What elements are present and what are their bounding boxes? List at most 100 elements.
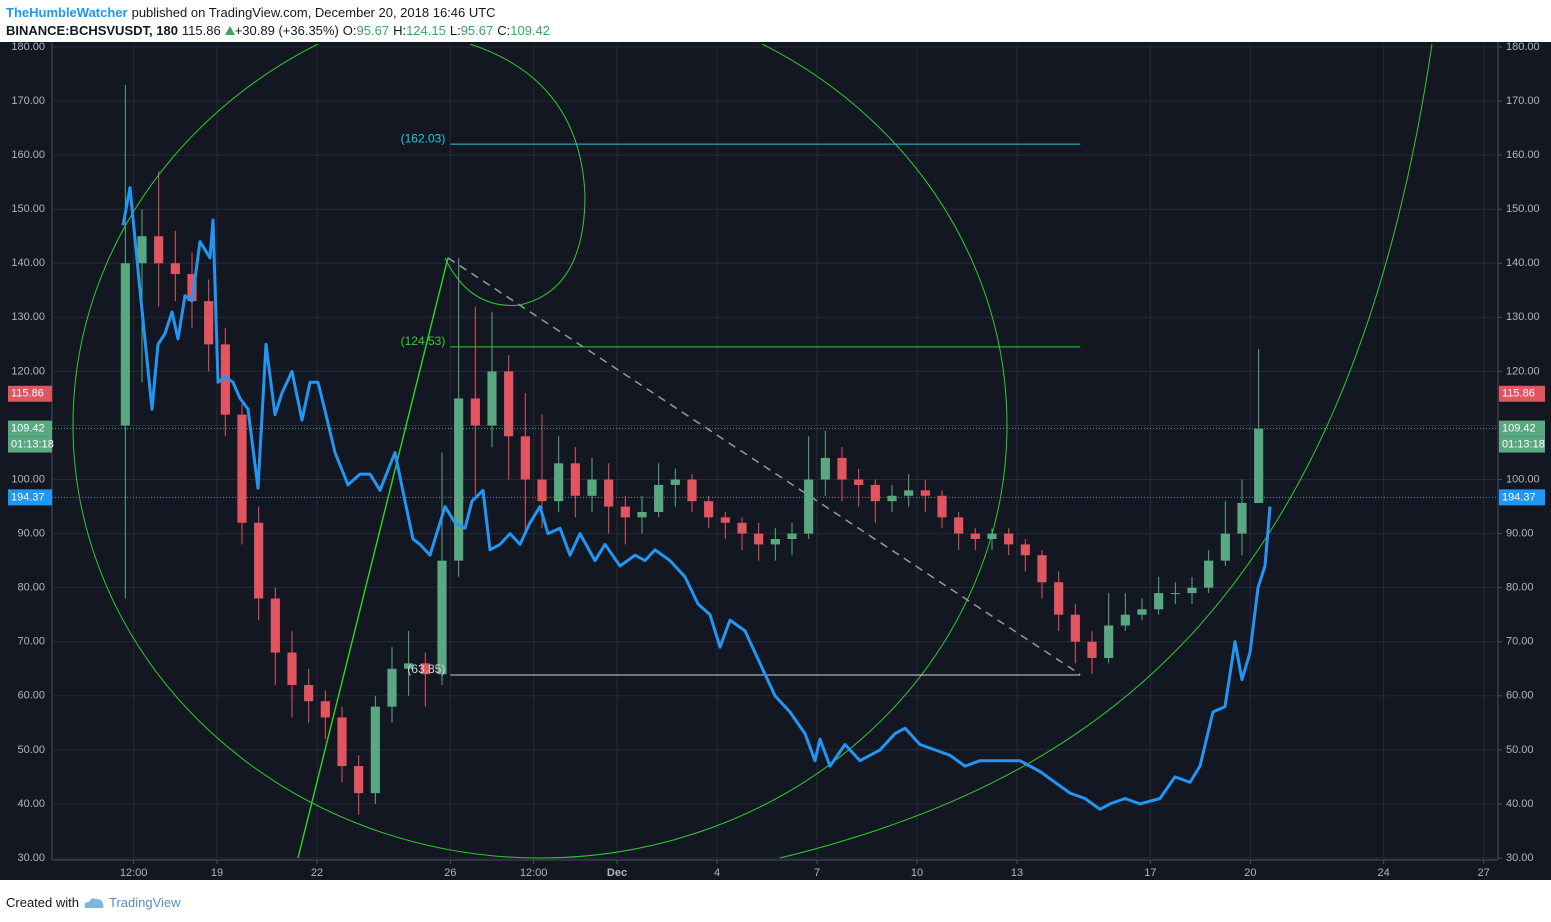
y-tick-label: 60.00 — [1506, 690, 1534, 702]
candle-body — [470, 398, 480, 426]
candle-body — [854, 479, 864, 485]
candle-body — [1037, 555, 1047, 583]
candle-body — [1204, 560, 1214, 588]
candle-body — [1087, 641, 1097, 658]
candle-body — [1020, 544, 1030, 556]
price-tag — [8, 420, 52, 437]
candle-body — [504, 371, 514, 437]
y-tick-label: 150.00 — [1506, 203, 1540, 215]
trend-line — [297, 257, 449, 859]
candle-body — [420, 663, 430, 675]
ohlc-value: 95.67 — [356, 23, 390, 38]
x-tick-label: 10 — [911, 867, 923, 879]
fib-arc — [779, 44, 1433, 859]
candle-body — [137, 236, 147, 264]
y-tick-label: 60.00 — [17, 690, 45, 702]
ohlc-value: 109.42 — [510, 23, 550, 38]
y-tick-label: 30.00 — [17, 852, 45, 864]
candle-body — [1137, 609, 1147, 615]
y-tick-label: 80.00 — [17, 582, 45, 594]
compare-tag-label: 194.37 — [1502, 491, 1536, 503]
chart: 30.00 30.00 40.00 40.00 50.00 50.00 60.00 60.00… — [0, 42, 1551, 880]
y-tick-label: 30.00 — [1506, 852, 1534, 864]
candle-body — [370, 706, 380, 794]
y-tick-label: 160.00 — [1506, 149, 1540, 161]
fib-spiral — [444, 44, 586, 306]
y-tick-label: 70.00 — [1506, 636, 1534, 648]
created: Created with — [6, 895, 79, 910]
y-tick-label: 140.00 — [11, 257, 45, 269]
candle-body — [1070, 614, 1080, 642]
x-tick-label: 7 — [814, 867, 820, 879]
compare-tag-label: 194.37 — [11, 491, 45, 503]
candle-body — [537, 479, 547, 502]
compare-tag — [1499, 489, 1545, 506]
candle-body — [937, 495, 947, 518]
candle-body — [920, 490, 930, 496]
symbol: BINANCE:BCHSVUSDT, 180 — [6, 23, 178, 38]
ohlc-value: 95.67 — [460, 23, 494, 38]
candle-body — [1254, 428, 1264, 503]
x-tick-label: 22 — [311, 867, 323, 879]
author[interactable]: TheHumbleWatcher — [6, 5, 128, 20]
candle-body — [487, 371, 497, 426]
y-tick-label: 100.00 — [1506, 473, 1540, 485]
candle-body — [820, 457, 830, 480]
ohlc: O:95.67 H:124.15 L:95.67 C:109.42 — [343, 23, 554, 38]
x-tick-label: 17 — [1144, 867, 1156, 879]
price-tag-label: 115.86 — [11, 388, 44, 400]
ohlc-key: H: — [393, 23, 407, 38]
brand: TradingView — [108, 895, 181, 910]
fib-label: (162.03) — [401, 131, 446, 145]
x-tick-label: 19 — [211, 867, 223, 879]
candle-body — [1104, 625, 1114, 658]
fib-label: (124.53) — [401, 334, 446, 348]
candle-body — [704, 501, 714, 518]
candle-body — [787, 533, 797, 540]
y-tick-label: 50.00 — [1506, 744, 1534, 756]
candle-body — [204, 301, 214, 345]
published: published on TradingView.com, December 2… — [131, 5, 496, 20]
candle-body — [220, 344, 230, 415]
y-tick-label: 150.00 — [11, 203, 45, 215]
candle-body — [254, 522, 264, 599]
countdown-tag-label: 01:13:18 — [1502, 439, 1545, 451]
ohlc-key: C: — [497, 23, 511, 38]
y-tick-label: 130.00 — [11, 311, 45, 323]
header: TheHumbleWatcher published on TradingView… — [6, 4, 558, 40]
x-tick-label: 4 — [714, 867, 720, 879]
y-tick-label: 50.00 — [17, 744, 45, 756]
compare-tag — [8, 489, 52, 506]
x-tick-label: 20 — [1244, 867, 1256, 879]
candle-body — [887, 495, 897, 502]
candle-body — [587, 479, 597, 496]
y-tick-label: 90.00 — [17, 528, 45, 540]
fib-circle — [72, 44, 1008, 859]
candle-body — [1054, 582, 1064, 615]
plot — [52, 44, 1498, 860]
x-tick-label: 12:00 — [120, 867, 148, 879]
candle-body — [770, 539, 780, 545]
candle-body — [620, 506, 630, 518]
y-tick-label: 170.00 — [11, 95, 45, 107]
candle-body — [237, 414, 247, 523]
x-tick-label: 12:00 — [520, 867, 548, 879]
price-tag — [1499, 385, 1545, 402]
candle-body — [737, 522, 747, 534]
countdown-tag-label: 01:13:18 — [11, 439, 54, 451]
compare-line — [121, 186, 1272, 811]
ohlc-key: L: — [449, 23, 461, 38]
candle-body — [670, 479, 680, 485]
candle-body — [120, 263, 130, 426]
price-tag-label: 109.42 — [1502, 423, 1536, 435]
footer: Created with TradingView — [6, 895, 181, 910]
x-tick-label: 24 — [1378, 867, 1390, 879]
candle-body — [1220, 533, 1230, 561]
candle-body — [604, 479, 614, 507]
candle-body — [1154, 593, 1164, 610]
y-tick-label: 130.00 — [1506, 311, 1540, 323]
y-tick-label: 40.00 — [1506, 798, 1534, 810]
candle-body — [1120, 614, 1130, 626]
fib-label: (63.85) — [407, 662, 445, 676]
y-tick-label: 170.00 — [1506, 95, 1540, 107]
